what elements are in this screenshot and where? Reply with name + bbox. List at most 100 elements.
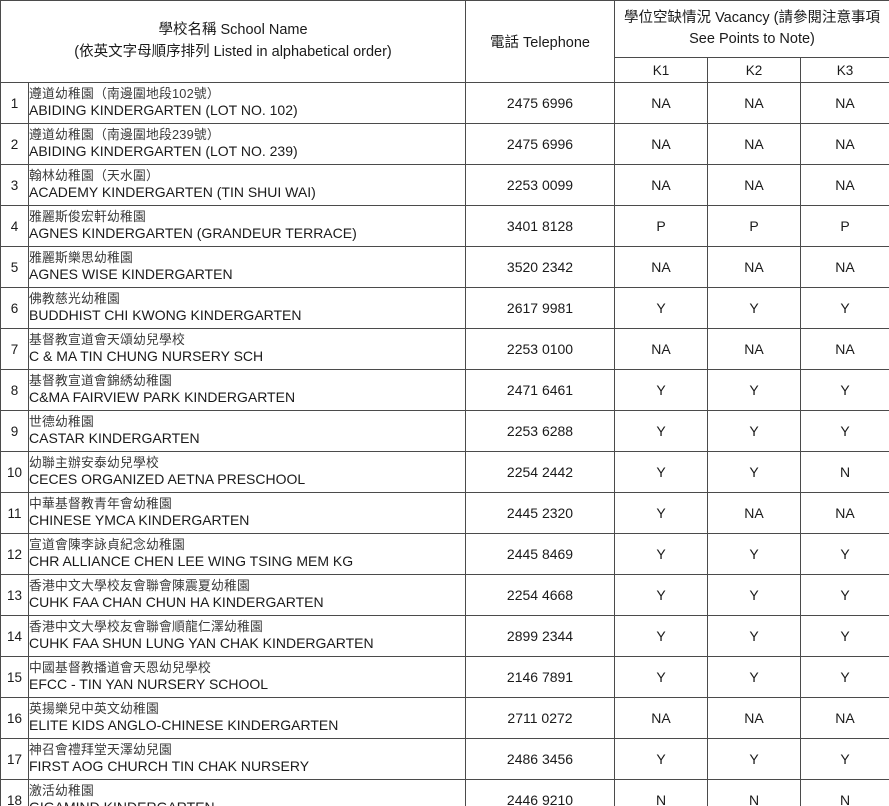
column-header-k2: K2 [707,57,801,83]
vacancy-k2-cell: Y [707,615,801,657]
school-name-chinese: 遵道幼稚園（南邊圍地段239號） [29,126,220,142]
vacancy-k3-cell: N [799,451,889,493]
vacancy-k1-cell: Y [614,287,708,329]
table-row: 5 雅麗斯樂思幼稚園 AGNES WISE KINDERGARTEN 3520 234… [0,246,889,288]
school-name-chinese: 英揚樂兒中英文幼稚園 [29,700,159,716]
vacancy-k3-cell: Y [799,410,889,452]
table-row: 10 幼聯主辦安泰幼兒學校 CECES ORGANIZED AETNA PRESCH… [0,451,889,493]
school-name-chinese: 翰林幼稚園（天水圍） [29,167,159,183]
row-number: 16 [0,697,29,739]
school-name-english: BUDDHIST CHI KWONG KINDERGARTEN [29,307,302,324]
table-row: 17 神召會禮拜堂天澤幼兒園 FIRST AOG CHURCH TIN CHAK N… [0,738,889,780]
table-row: 7 基督教宣道會天頌幼兒學校 C & MA TIN CHUNG NURSERY SC… [0,328,889,370]
vacancy-k2-cell: NA [707,492,801,534]
vacancy-k1-cell: NA [614,123,708,165]
vacancy-k2-cell: Y [707,656,801,698]
vacancy-k2-cell: Y [707,369,801,411]
school-name-english: CECES ORGANIZED AETNA PRESCHOOL [29,471,306,488]
column-header-school-name: 學校名稱 School Name (依英文字母順序排列 Listed in al… [0,0,466,83]
row-number: 6 [0,287,29,329]
telephone-cell: 2899 2344 [465,615,615,657]
row-number: 14 [0,615,29,657]
school-name-header-line2: (依英文字母順序排列 Listed in alphabetical order) [74,43,392,60]
vacancy-k1-cell: NA [614,82,708,124]
table-row: 1 遵道幼稚園（南邊圍地段102號） ABIDING KINDERGARTEN (L… [0,82,889,124]
telephone-cell: 3520 2342 [465,246,615,288]
school-name-cell: 世德幼稚園 CASTAR KINDERGARTEN [28,410,466,452]
vacancy-k3-cell: NA [799,82,889,124]
column-header-vacancy: 學位空缺情況 Vacancy (請參閱注意事項 See Points to No… [613,0,889,58]
column-header-telephone: 電話 Telephone [465,0,615,83]
header-row-main: 學校名稱 School Name (依英文字母順序排列 Listed in al… [0,0,889,83]
vacancy-k2-cell: NA [707,82,801,124]
table-row: 11 中華基督教青年會幼稚園 CHINESE YMCA KINDERGARTEN 24… [0,492,889,534]
table-row: 13 香港中文大學校友會聯會陳震夏幼稚園 CUHK FAA CHAN CHUN HA… [0,574,889,616]
telephone-cell: 2253 0100 [465,328,615,370]
vacancy-k1-cell: NA [614,328,708,370]
vacancy-k1-cell: NA [614,164,708,206]
telephone-cell: 2475 6996 [465,123,615,165]
vacancy-k3-cell: P [799,205,889,247]
telephone-cell: 2711 0272 [465,697,615,739]
vacancy-k3-cell: Y [799,369,889,411]
school-name-cell: 基督教宣道會天頌幼兒學校 C & MA TIN CHUNG NURSERY SCH [28,328,466,370]
telephone-cell: 2254 2442 [465,451,615,493]
table-row: 4 雅麗斯俊宏軒幼稚園 AGNES KINDERGARTEN (GRANDEUR T… [0,205,889,247]
vacancy-k1-cell: Y [614,574,708,616]
school-name-english: EFCC - TIN YAN NURSERY SCHOOL [29,676,269,693]
school-name-chinese: 神召會禮拜堂天澤幼兒園 [29,741,172,757]
vacancy-k1-cell: Y [614,615,708,657]
vacancy-header-line2: (請參閱注意事項 See Points to Note) [689,9,880,47]
row-number: 11 [0,492,29,534]
vacancy-k1-cell: N [614,779,708,806]
school-name-english: AGNES KINDERGARTEN (GRANDEUR TERRACE) [29,225,357,242]
school-name-english: ACADEMY KINDERGARTEN (TIN SHUI WAI) [29,184,316,201]
school-name-cell: 雅麗斯樂思幼稚園 AGNES WISE KINDERGARTEN [28,246,466,288]
table-row: 14 香港中文大學校友會聯會順龍仁澤幼稚園 CUHK FAA SHUN LUNG Y… [0,615,889,657]
row-number: 12 [0,533,29,575]
row-number: 17 [0,738,29,780]
school-name-chinese: 香港中文大學校友會聯會順龍仁澤幼稚園 [29,618,263,634]
telephone-cell: 2445 2320 [465,492,615,534]
telephone-cell: 2471 6461 [465,369,615,411]
telephone-cell: 2254 4668 [465,574,615,616]
vacancy-k3-cell: Y [799,574,889,616]
school-name-cell: 中國基督教播道會天恩幼兒學校 EFCC - TIN YAN NURSERY SCH… [28,656,466,698]
vacancy-k2-cell: NA [707,123,801,165]
school-name-chinese: 中華基督教青年會幼稚園 [29,495,172,511]
vacancy-k2-cell: NA [707,164,801,206]
vacancy-k2-cell: Y [707,451,801,493]
telephone-cell: 2486 3456 [465,738,615,780]
vacancy-k2-cell: Y [707,574,801,616]
school-name-header-line1: 學校名稱 School Name [158,22,308,39]
table-body: 1 遵道幼稚園（南邊圍地段102號） ABIDING KINDERGARTEN (L… [0,82,889,806]
vacancy-k1-cell: Y [614,492,708,534]
school-name-english: ABIDING KINDERGARTEN (LOT NO. 102) [29,102,298,119]
vacancy-k3-cell: Y [799,738,889,780]
telephone-cell: 3401 8128 [465,205,615,247]
row-number: 5 [0,246,29,288]
school-name-cell: 神召會禮拜堂天澤幼兒園 FIRST AOG CHURCH TIN CHAK NUR… [28,738,466,780]
school-name-english: C & MA TIN CHUNG NURSERY SCH [29,348,264,365]
school-name-chinese: 香港中文大學校友會聯會陳震夏幼稚園 [29,577,250,593]
vacancy-k3-cell: NA [799,246,889,288]
school-name-english: ELITE KIDS ANGLO-CHINESE KINDERGARTEN [29,717,339,734]
school-name-cell: 香港中文大學校友會聯會順龍仁澤幼稚園 CUHK FAA SHUN LUNG YAN… [28,615,466,657]
telephone-cell: 2253 0099 [465,164,615,206]
school-name-english: ABIDING KINDERGARTEN (LOT NO. 239) [29,143,298,160]
telephone-cell: 2445 8469 [465,533,615,575]
school-name-chinese: 雅麗斯俊宏軒幼稚園 [29,208,146,224]
school-name-english: C&MA FAIRVIEW PARK KINDERGARTEN [29,389,296,406]
school-name-english: CUHK FAA CHAN CHUN HA KINDERGARTEN [29,594,324,611]
table-row: 3 翰林幼稚園（天水圍） ACADEMY KINDERGARTEN (TIN SHU… [0,164,889,206]
vacancy-k3-cell: Y [799,656,889,698]
vacancy-k3-cell: Y [799,533,889,575]
vacancy-k3-cell: NA [799,492,889,534]
school-name-english: CHINESE YMCA KINDERGARTEN [29,512,250,529]
column-header-k1: K1 [614,57,708,83]
school-name-cell: 宣道會陳李詠貞紀念幼稚園 CHR ALLIANCE CHEN LEE WING T… [28,533,466,575]
school-name-cell: 佛教慈光幼稚園 BUDDHIST CHI KWONG KINDERGARTEN [28,287,466,329]
school-name-chinese: 遵道幼稚園（南邊圍地段102號） [29,85,220,101]
school-name-chinese: 基督教宣道會錦綉幼稚園 [29,372,172,388]
